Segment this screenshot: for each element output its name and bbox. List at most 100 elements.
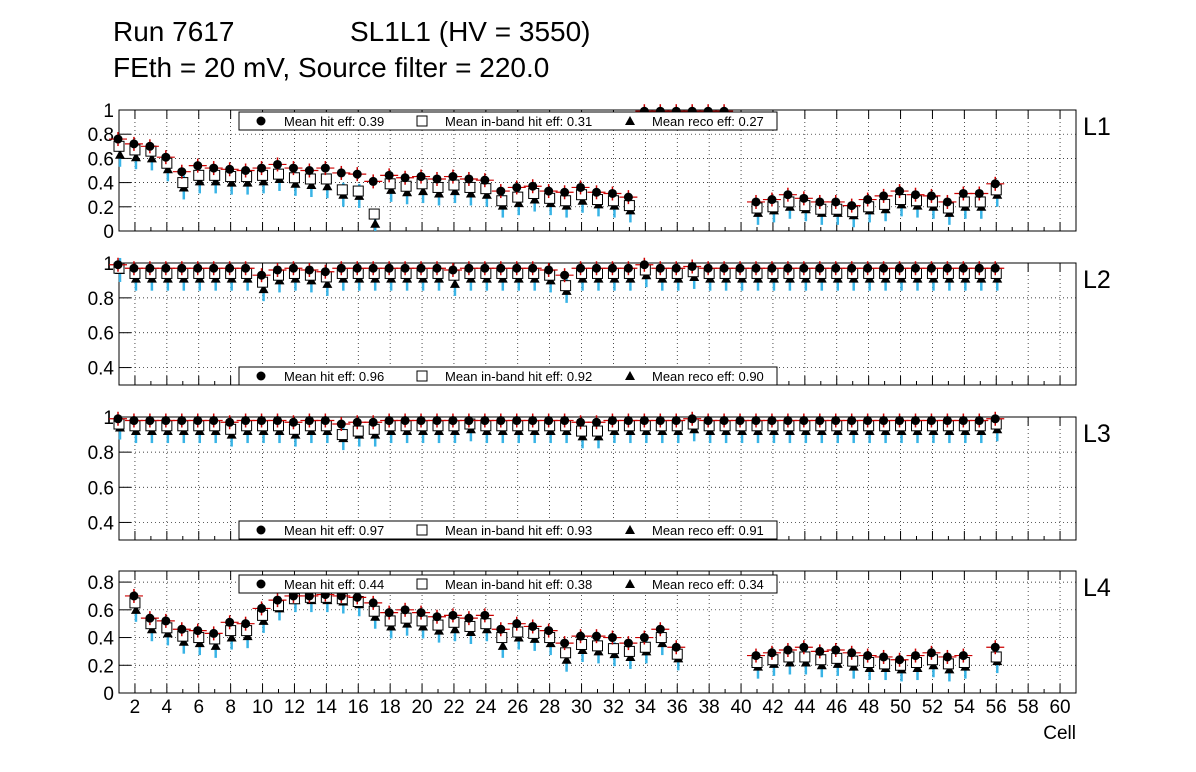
point-reco xyxy=(481,189,492,199)
point-inband xyxy=(448,179,460,191)
point-inband xyxy=(895,194,907,206)
point-hit xyxy=(990,414,1000,424)
point-hit xyxy=(257,270,267,280)
point-reco xyxy=(306,180,317,190)
point-hit xyxy=(368,263,378,273)
point-inband xyxy=(400,180,412,192)
point-hit xyxy=(544,416,554,426)
legend-inband-marker xyxy=(416,524,428,536)
point-hit xyxy=(193,161,203,171)
point-inband xyxy=(320,173,332,185)
point-hit xyxy=(592,263,601,273)
point-hit xyxy=(783,190,793,200)
legend-hit-label: Mean hit eff: 0.97 xyxy=(284,523,384,538)
point-hit xyxy=(639,416,649,426)
point-hit xyxy=(974,263,984,273)
legend-reco-marker xyxy=(625,579,635,588)
point-hit xyxy=(480,263,490,273)
point-hit xyxy=(831,263,841,273)
point-hit xyxy=(895,416,905,426)
x-tick-label: 56 xyxy=(986,697,1007,718)
y-tick-label: 0.6 xyxy=(88,601,114,622)
point-inband xyxy=(480,183,492,195)
point-hit xyxy=(288,163,298,173)
point-hit xyxy=(751,197,761,207)
series-inband xyxy=(129,591,1002,671)
point-inband xyxy=(592,640,603,652)
point-hit xyxy=(831,645,841,655)
x-tick-label: 58 xyxy=(1018,697,1039,718)
x-tick-label: 26 xyxy=(507,697,528,718)
point-hit xyxy=(129,263,139,273)
point-inband xyxy=(288,172,300,184)
point-hit xyxy=(304,416,314,426)
point-hit xyxy=(751,263,761,273)
y-tick-label: 0.6 xyxy=(88,324,114,345)
legend-inband-label: Mean in-band hit eff: 0.38 xyxy=(445,577,592,592)
x-tick-label: 8 xyxy=(225,697,236,718)
legend-hit-label: Mean hit eff: 0.44 xyxy=(284,577,384,592)
point-hit xyxy=(655,416,665,426)
point-hit xyxy=(304,166,314,175)
panel-l1: 0 0.2 0.4 0.6 0.8 1 L1 Mean hit eff: 0.39 Mean i… xyxy=(88,101,1111,243)
series-hit xyxy=(109,257,1005,283)
point-hit xyxy=(815,197,825,207)
point-hit xyxy=(161,416,171,426)
legend-box xyxy=(238,366,778,386)
point-inband xyxy=(639,641,651,653)
point-inband xyxy=(512,191,524,203)
point-inband xyxy=(384,615,396,627)
x-tick-label: 34 xyxy=(635,697,657,718)
point-hit xyxy=(336,419,346,429)
point-hit xyxy=(528,621,538,631)
legend: Mean hit eff: 0.97 Mean in-band hit eff: … xyxy=(238,520,778,540)
point-hit xyxy=(257,416,267,426)
x-tick-label: 20 xyxy=(411,697,432,718)
point-hit xyxy=(320,163,330,173)
point-inband xyxy=(352,185,364,197)
point-inband xyxy=(177,177,189,189)
point-reco xyxy=(115,149,125,159)
point-hit xyxy=(496,624,506,634)
point-hit xyxy=(863,263,873,273)
point-reco xyxy=(322,278,333,288)
point-hit xyxy=(448,610,458,620)
point-hit xyxy=(209,163,219,173)
point-reco xyxy=(162,164,173,174)
point-hit xyxy=(225,263,235,273)
point-hit xyxy=(464,263,474,273)
layer-label: L1 xyxy=(1083,113,1111,141)
point-hit xyxy=(400,173,410,183)
point-hit xyxy=(528,416,538,426)
point-hit xyxy=(480,416,490,426)
y-tick-label: 1 xyxy=(103,254,114,275)
point-hit xyxy=(735,263,745,273)
point-hit xyxy=(719,263,729,273)
series-hit xyxy=(124,587,1005,667)
x-tick-label: 42 xyxy=(762,697,783,718)
point-reco xyxy=(258,176,269,186)
point-hit xyxy=(400,605,410,615)
y-tick-label: 0.4 xyxy=(88,174,115,195)
point-hit xyxy=(847,201,857,211)
point-hit xyxy=(783,645,793,655)
point-hit xyxy=(225,164,235,174)
point-hit xyxy=(911,651,920,661)
point-hit xyxy=(528,263,538,273)
legend-box xyxy=(238,574,778,594)
point-hit xyxy=(352,592,362,602)
point-inband xyxy=(352,425,364,437)
point-hit xyxy=(607,633,617,643)
series-hit xyxy=(109,411,1005,432)
x-tick-label: 38 xyxy=(699,697,720,718)
point-hit xyxy=(544,186,554,196)
point-hit xyxy=(193,416,203,426)
point-hit xyxy=(352,417,362,427)
legend-inband-marker xyxy=(416,578,428,590)
y-tick-label: 0.8 xyxy=(88,573,114,594)
point-hit xyxy=(958,651,968,661)
point-hit xyxy=(895,655,905,665)
point-hit xyxy=(560,416,570,426)
legend-reco-marker xyxy=(625,371,635,380)
